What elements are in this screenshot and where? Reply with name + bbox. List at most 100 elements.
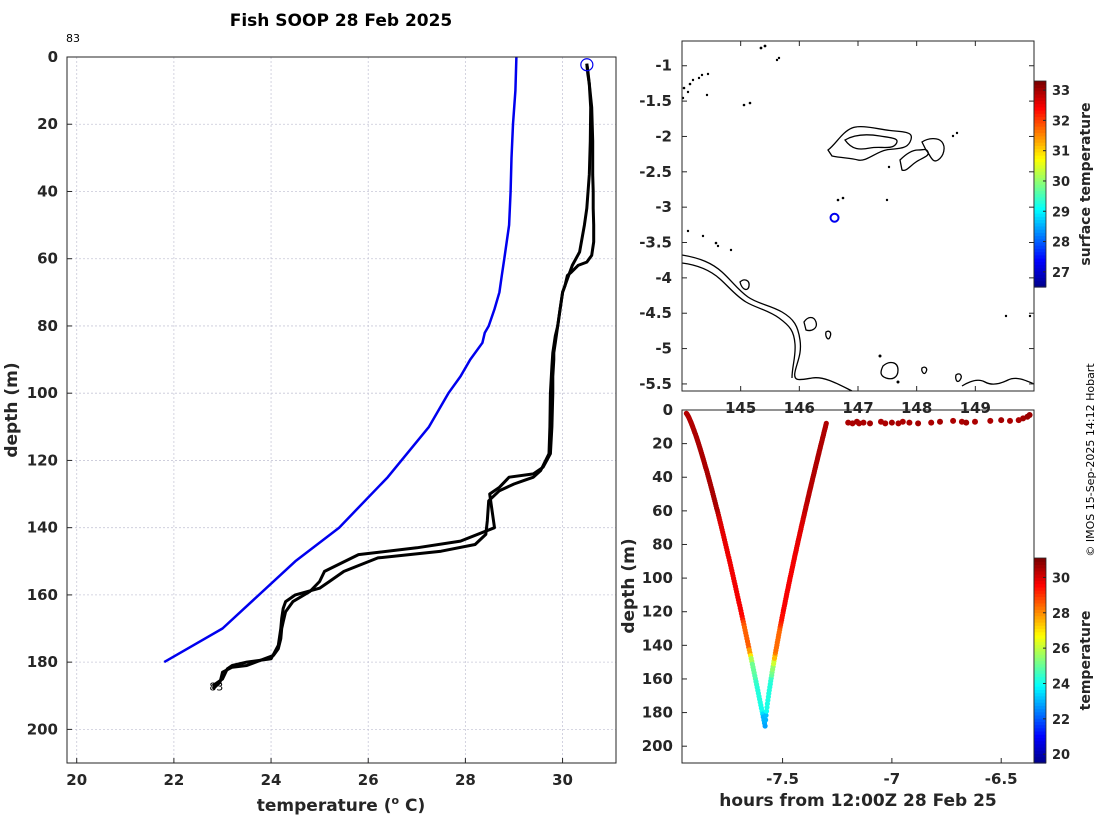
colorbar-swatch <box>1034 155 1046 159</box>
colorbar-swatch <box>1034 283 1046 288</box>
profile-title: Fish SOOP 28 Feb 2025 <box>230 11 453 31</box>
colorbar-swatch <box>1034 90 1046 95</box>
coastline-island-2 <box>844 134 898 150</box>
colorbar-swatch <box>1034 274 1046 278</box>
profile-y-tick-label: 160 <box>27 586 58 604</box>
colorbar-swatch <box>1034 81 1046 85</box>
section-y-tick-label: 40 <box>652 468 673 486</box>
colorbar-swatch <box>1034 193 1046 198</box>
section-y-tick-label: 80 <box>652 535 673 553</box>
profile-y-tick-label: 80 <box>37 317 58 335</box>
section-surface-point <box>906 419 913 426</box>
section-surface-point <box>888 419 895 426</box>
profile-x-tick-label: 26 <box>358 771 379 789</box>
colorbar-swatch <box>1034 759 1046 764</box>
colorbar-swatch <box>1034 599 1046 604</box>
colorbar-swatch <box>1034 692 1046 697</box>
colorbar-swatch <box>1034 663 1046 668</box>
coastlines <box>682 125 1034 391</box>
map-x-tick-label: 145 <box>725 399 756 417</box>
profile-x-tick-label: 20 <box>66 771 87 789</box>
section-surface-point <box>987 417 994 424</box>
colorbar-swatch <box>1034 84 1046 89</box>
series-climatology <box>163 57 518 664</box>
colorbar-swatch <box>1034 122 1046 127</box>
coastline-island-3 <box>899 148 929 172</box>
profile-y-tick-label: 100 <box>27 384 58 402</box>
profile-y-tick-label: 120 <box>27 451 58 469</box>
colorbar-swatch <box>1034 119 1046 124</box>
section-point <box>763 708 770 714</box>
colorbar-swatch <box>1034 203 1046 208</box>
small-islands <box>682 44 1032 384</box>
colorbar-swatch <box>1034 561 1046 566</box>
coastline-island-6 <box>880 361 899 380</box>
colorbar-swatch <box>1034 145 1046 150</box>
temperature-colorbar: 20 22 24 26 28 30 temperature <box>1033 557 1094 764</box>
map-x-tick-label: 147 <box>842 399 873 417</box>
colorbar-swatch <box>1034 686 1046 690</box>
coastline-island-1 <box>827 125 913 161</box>
section-surface-point <box>998 417 1005 424</box>
colorbar-swatch <box>1034 647 1046 652</box>
colorbar-swatch <box>1034 177 1046 182</box>
colorbar-tick-label: 24 <box>1052 677 1070 692</box>
colorbar-swatch <box>1034 679 1046 684</box>
colorbar-swatch <box>1034 187 1046 192</box>
colorbar-swatch <box>1034 113 1046 118</box>
colorbar-swatch <box>1034 225 1046 230</box>
colorbar-swatch <box>1034 241 1046 246</box>
colorbar-swatch <box>1034 612 1046 617</box>
colorbar-swatch <box>1034 590 1046 594</box>
colorbar-swatch <box>1034 740 1046 745</box>
series-profile-up <box>211 63 593 687</box>
colorbar-swatch <box>1034 138 1046 143</box>
map-ticks: 145 146 147 148 149 -1 -1.5 -2 -2.5 -3 -3.5 -4 -4.5 -… <box>639 41 1034 417</box>
map-y-tick-label: -2.5 <box>639 163 672 181</box>
colorbar-swatch <box>1034 158 1046 163</box>
profile-ticks: 20 22 24 26 28 30 0 20 40 60 80 100 120 140 160 180 200 <box>27 48 573 789</box>
section-x-tick-label: -7 <box>884 770 901 788</box>
map-chart: 145 146 147 148 149 -1 -1.5 -2 -2.5 -3 -3.5 -4 -4.5 -… <box>639 40 1035 417</box>
profile-x-tick-label: 22 <box>163 771 184 789</box>
colorbar-swatch <box>1034 196 1046 201</box>
colorbar-swatch <box>1034 570 1046 575</box>
map-y-tick-label: -1 <box>655 57 672 75</box>
colorbar-swatch <box>1034 116 1046 121</box>
colorbar-swatch <box>1034 676 1046 681</box>
colorbar-swatch <box>1034 97 1046 101</box>
section-surface-point <box>915 420 922 427</box>
coastline-island-4 <box>921 137 945 162</box>
section-y-tick-label: 180 <box>642 704 673 722</box>
colorbar-swatch <box>1034 109 1046 114</box>
colorbar-swatch <box>1034 87 1046 92</box>
profile-x-label: temperature (o C) <box>257 794 426 816</box>
coastline-island-10 <box>955 373 962 383</box>
colorbar-swatch <box>1034 593 1046 598</box>
map-x-tick-label: 149 <box>960 399 991 417</box>
colorbar-swatch <box>1034 756 1046 761</box>
colorbar-swatch <box>1034 695 1046 700</box>
section-point <box>762 723 768 729</box>
section-surface-point <box>1026 412 1033 418</box>
colorbar-swatch <box>1034 596 1046 601</box>
colorbar-swatch <box>1034 248 1046 253</box>
colorbar-swatch <box>1034 618 1046 623</box>
colorbar-swatch <box>1034 254 1046 259</box>
colorbar-swatch <box>1034 106 1046 111</box>
section-surface-point <box>1007 417 1013 424</box>
colorbar-swatch <box>1034 206 1046 211</box>
colorbar-swatch <box>1034 577 1046 582</box>
colorbar-tick-label: 32 <box>1052 114 1070 129</box>
profile-x-tick-label: 28 <box>455 771 476 789</box>
colorbar-swatch <box>1034 698 1046 703</box>
colorbar-label: surface temperature <box>1078 102 1094 265</box>
colorbar-swatch <box>1034 148 1046 153</box>
colorbar-tick-label: 26 <box>1052 642 1070 657</box>
profile-y-tick-label: 0 <box>48 48 58 66</box>
colorbar-swatch <box>1034 682 1046 687</box>
colorbar-swatch <box>1034 564 1046 569</box>
section-y-tick-label: 0 <box>663 401 673 419</box>
section-y-tick-label: 60 <box>652 502 673 520</box>
